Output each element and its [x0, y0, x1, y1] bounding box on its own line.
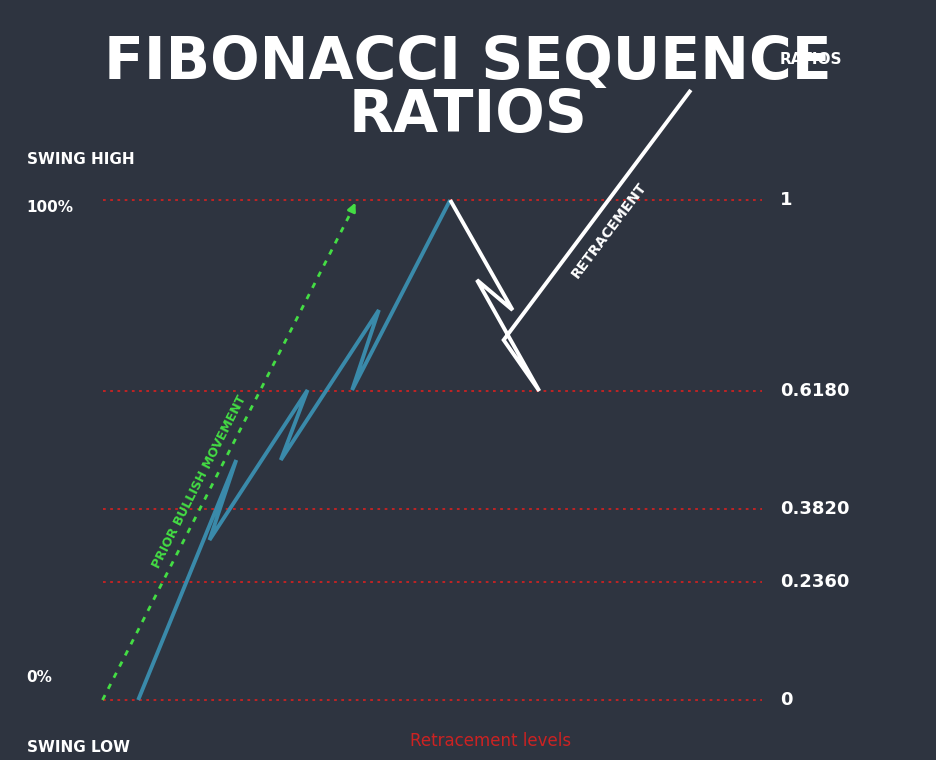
- Text: 0.6180: 0.6180: [780, 382, 850, 400]
- Text: Retracement levels: Retracement levels: [410, 732, 571, 750]
- Text: RETRACEMENT: RETRACEMENT: [569, 180, 650, 281]
- Text: 0%: 0%: [27, 670, 52, 685]
- Text: FIBONACCI SEQUENCE: FIBONACCI SEQUENCE: [104, 34, 832, 91]
- Text: PRIOR BULLISH MOVEMENT: PRIOR BULLISH MOVEMENT: [150, 394, 249, 571]
- Text: 0: 0: [780, 691, 793, 709]
- Text: SWING LOW: SWING LOW: [27, 740, 130, 755]
- Text: RATIOS: RATIOS: [348, 87, 588, 144]
- Text: RATIOS: RATIOS: [780, 52, 842, 68]
- Text: SWING HIGH: SWING HIGH: [27, 153, 135, 167]
- Text: 1: 1: [780, 191, 793, 209]
- Text: 0.2360: 0.2360: [780, 573, 849, 591]
- Text: 0.3820: 0.3820: [780, 500, 850, 518]
- Text: 100%: 100%: [27, 200, 74, 215]
